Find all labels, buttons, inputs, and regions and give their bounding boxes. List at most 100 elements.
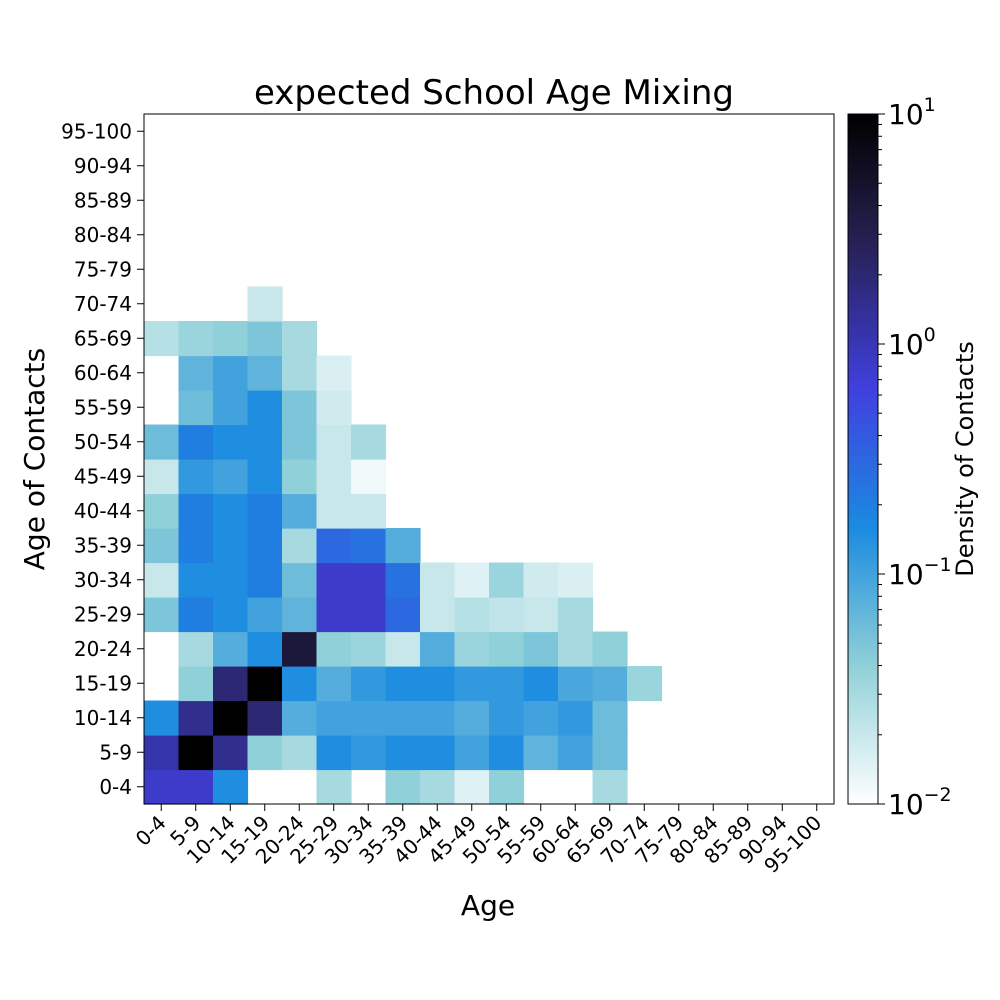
- colorbar-tick-label: 101: [888, 94, 936, 131]
- y-tick-label: 40-44: [74, 499, 132, 523]
- y-axis-label: Age of Contacts: [18, 348, 51, 570]
- heatmap-cell: [247, 562, 283, 598]
- heatmap-cell: [385, 666, 421, 702]
- heatmap-cell: [351, 631, 387, 667]
- heatmap-cell: [420, 735, 456, 771]
- y-tick-label: 0-4: [99, 775, 132, 799]
- heatmap-cell: [351, 700, 387, 736]
- heatmap-cell: [144, 597, 180, 633]
- heatmap-cell: [489, 735, 525, 771]
- heatmap-cell: [316, 459, 352, 495]
- heatmap-cell: [316, 424, 352, 460]
- heatmap-cell: [213, 355, 249, 391]
- heatmap-cell: [316, 631, 352, 667]
- heatmap-cell: [213, 735, 249, 771]
- heatmap-cell: [420, 769, 456, 805]
- heatmap-cell: [213, 390, 249, 426]
- heatmap-cell: [351, 597, 387, 633]
- colorbar-tick-label: 10−2: [888, 784, 952, 821]
- heatmap-cell: [144, 493, 180, 529]
- y-tick-label: 15-19: [74, 671, 132, 695]
- heatmap-cell: [351, 528, 387, 564]
- x-axis-ticks: 0-45-910-1415-1920-2425-2930-3435-3940-4…: [131, 804, 826, 878]
- y-tick-label: 90-94: [74, 154, 132, 178]
- heatmap-cell: [316, 666, 352, 702]
- heatmap-cell: [558, 735, 594, 771]
- heatmap-cell: [523, 597, 559, 633]
- heatmap-cell: [523, 735, 559, 771]
- heatmap-cell: [316, 493, 352, 529]
- heatmap-cell: [144, 769, 180, 805]
- heatmap-cell: [247, 700, 283, 736]
- heatmap-cell: [489, 769, 525, 805]
- heatmap-cell: [282, 424, 318, 460]
- colorbar-label: Density of Contacts: [951, 341, 979, 577]
- heatmap-cell: [316, 735, 352, 771]
- heatmap-cell: [282, 321, 318, 357]
- heatmap-cell: [558, 700, 594, 736]
- heatmap-cell: [247, 286, 283, 322]
- heatmap-cell: [420, 631, 456, 667]
- chart-title: expected School Age Mixing: [254, 73, 734, 113]
- heatmap-cell: [213, 666, 249, 702]
- heatmap-cell: [282, 459, 318, 495]
- heatmap-cell: [178, 355, 214, 391]
- heatmap-cell: [178, 597, 214, 633]
- y-axis-ticks: 0-4 5-9 10-14 15-19 20-24 25-29 30-34 35-39 40-4…: [61, 119, 144, 799]
- heatmap-cell: [178, 735, 214, 771]
- heatmap-cell: [178, 562, 214, 598]
- y-tick-label: 55-59: [74, 395, 132, 419]
- heatmap-cell: [178, 700, 214, 736]
- y-tick-label: 30-34: [74, 568, 132, 592]
- y-tick-label: 35-39: [74, 533, 132, 557]
- colorbar-tick-label: 100: [888, 324, 936, 361]
- heatmap-cell: [247, 321, 283, 357]
- heatmap-cell: [213, 597, 249, 633]
- heatmap-cell: [282, 528, 318, 564]
- y-tick-label: 45-49: [74, 464, 132, 488]
- heatmap-cell: [247, 631, 283, 667]
- colorbar-gradient: [847, 113, 879, 805]
- y-tick-label: 60-64: [74, 361, 132, 385]
- heatmap-cell: [420, 666, 456, 702]
- heatmap-cell: [144, 424, 180, 460]
- heatmap-cell: [282, 666, 318, 702]
- heatmap-cell: [489, 562, 525, 598]
- y-tick-label: 65-69: [74, 326, 132, 350]
- heatmap-cell: [454, 769, 490, 805]
- heatmap-cell: [247, 424, 283, 460]
- heatmap-cell: [454, 631, 490, 667]
- heatmap-cell: [178, 459, 214, 495]
- heatmap-cell: [351, 666, 387, 702]
- heatmap-cell: [385, 735, 421, 771]
- heatmap-cell: [213, 424, 249, 460]
- heatmap-cell: [627, 666, 663, 702]
- heatmap-cell: [282, 390, 318, 426]
- heatmap-cell: [454, 562, 490, 598]
- heatmap-cell: [523, 631, 559, 667]
- heatmap-cell: [282, 562, 318, 598]
- heatmap-cell: [144, 528, 180, 564]
- y-tick-label: 50-54: [74, 430, 132, 454]
- heatmap-cell: [523, 700, 559, 736]
- heatmap-cell: [592, 735, 628, 771]
- heatmap-cell: [213, 631, 249, 667]
- heatmap-cell: [489, 666, 525, 702]
- colorbar-tick-label: 10−1: [888, 554, 952, 591]
- heatmap-cell: [247, 390, 283, 426]
- heatmap-cell: [247, 666, 283, 702]
- heatmap-cell: [316, 562, 352, 598]
- heatmap-cell: [213, 459, 249, 495]
- heatmap-cell: [144, 459, 180, 495]
- heatmap-cell: [144, 321, 180, 357]
- heatmap-cell: [178, 493, 214, 529]
- heatmap-cell: [247, 735, 283, 771]
- heatmap-cell: [523, 562, 559, 598]
- y-tick-label: 70-74: [74, 292, 132, 316]
- heatmap-cell: [247, 528, 283, 564]
- heatmap-cell: [558, 631, 594, 667]
- heatmap-cell: [213, 321, 249, 357]
- heatmap-cell: [454, 597, 490, 633]
- heatmap-cell: [592, 769, 628, 805]
